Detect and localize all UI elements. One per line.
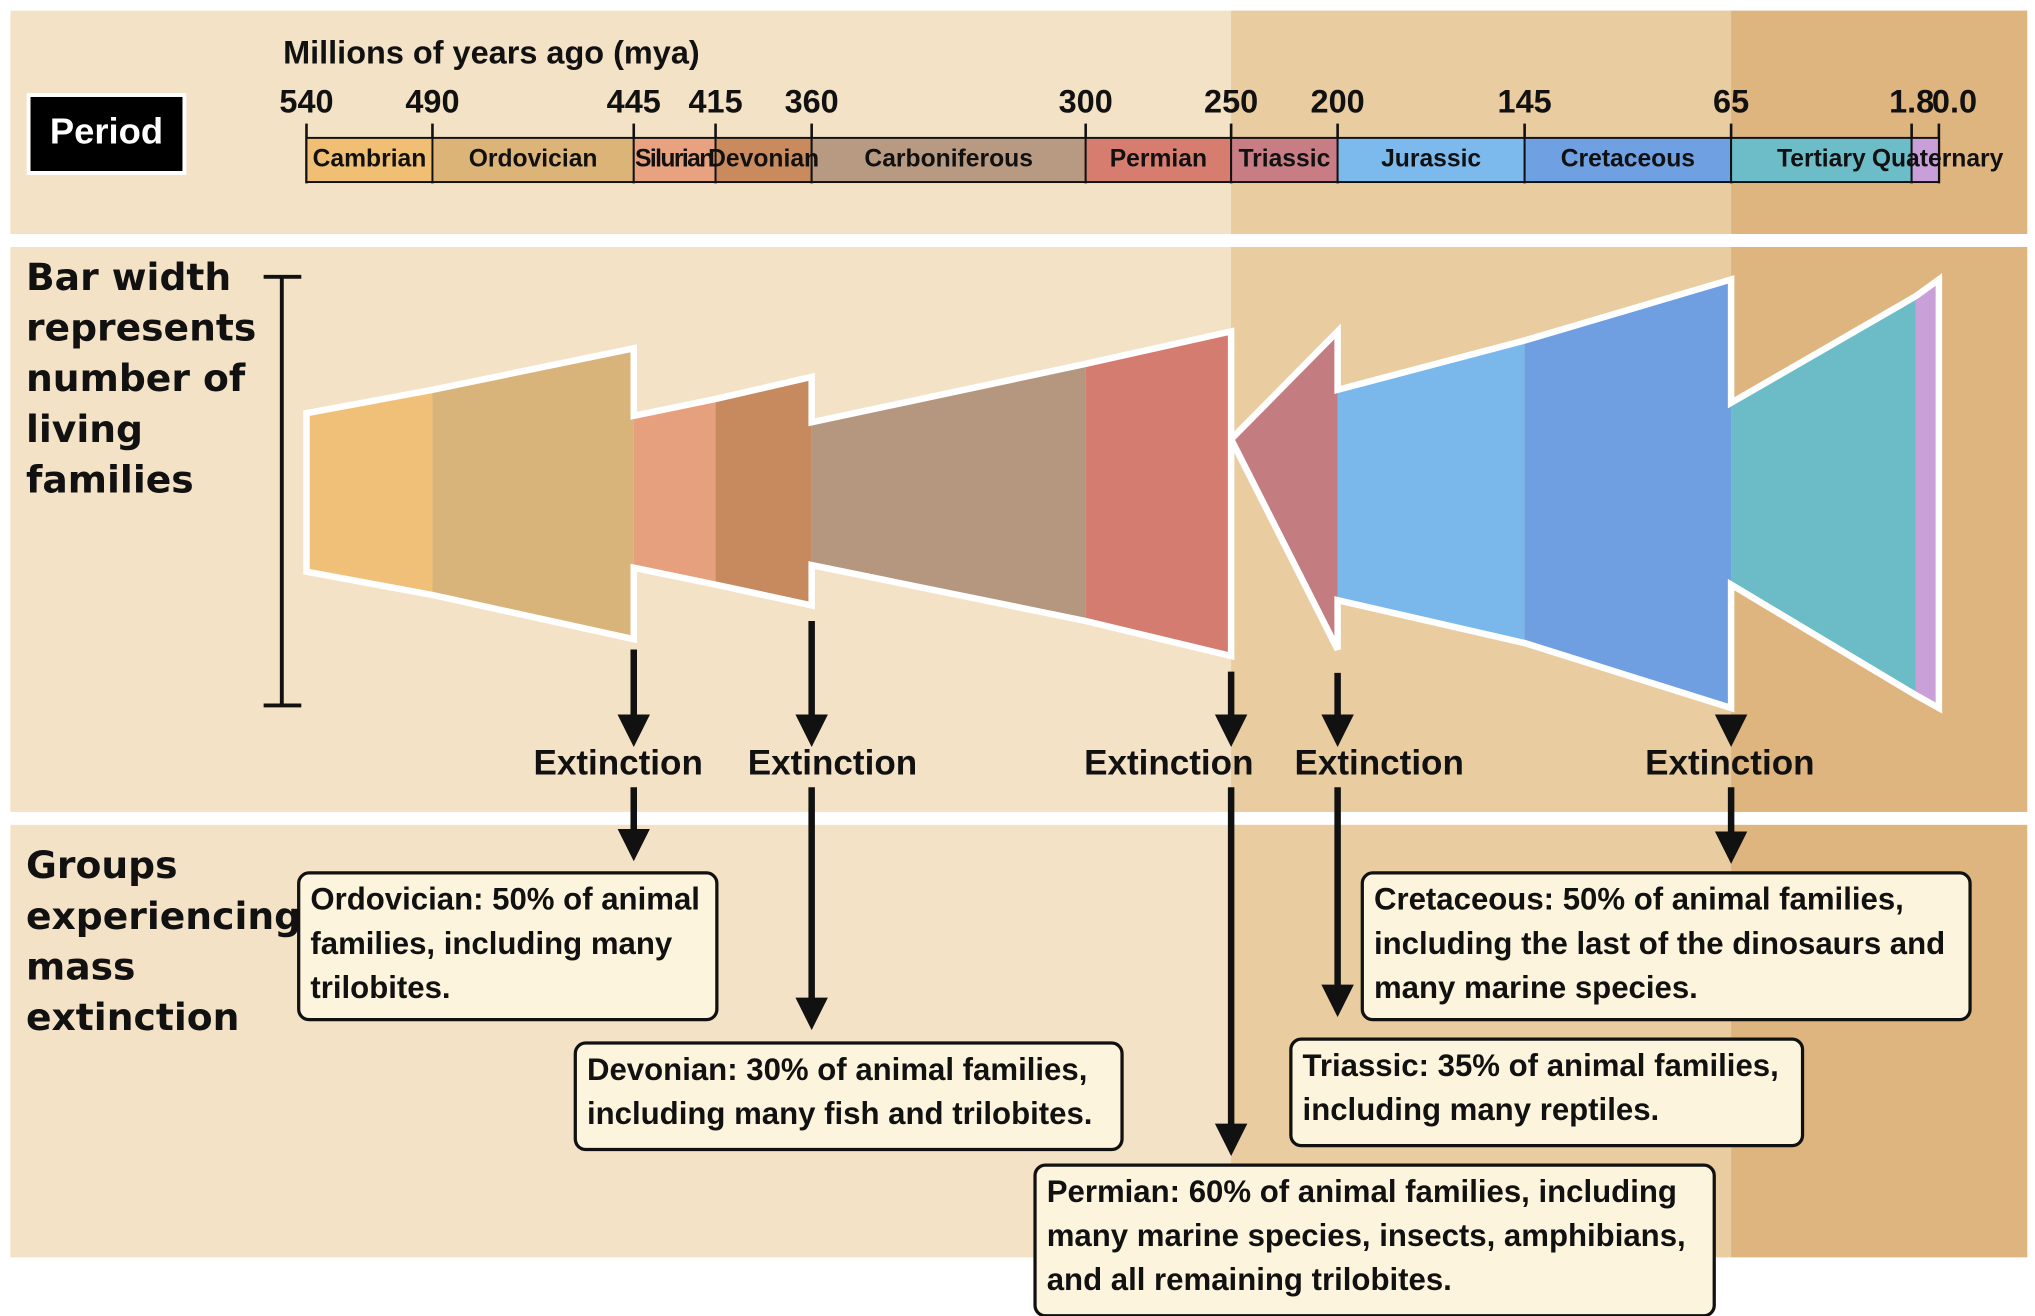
text-box [573,1041,1124,1152]
period-name: Cretaceous [1561,145,1695,172]
box-line: and all remaining trilobites. [1047,1262,1452,1297]
tick-label: 0.0 [1932,84,1977,120]
tick-label: 540 [279,84,333,120]
period-badge [26,93,187,175]
period-shape [1915,279,1939,708]
tick-label: 360 [785,84,839,120]
extinction-label: Extinction [533,743,702,782]
box-line: including many fish and trilobites. [587,1096,1092,1131]
text-box [297,871,719,1022]
box-line: families, including many [310,926,673,961]
box-line: Triassic: 35% of animal families, [1303,1048,1779,1083]
box-line: Cretaceous: 50% of animal families, [1374,882,1904,917]
period-name: Tertiary [1777,145,1866,172]
tick-label: 1.8 [1889,84,1934,120]
period-name: Ordovician [469,145,598,172]
period-shape [1085,331,1232,657]
period-name: Permian [1110,145,1207,172]
period-shape [1337,340,1525,644]
period-name: Devonian [708,145,819,172]
side-label: represents [26,306,256,350]
box-line: many marine species, insects, amphibians… [1047,1218,1686,1253]
extinction-label: Extinction [1084,743,1253,782]
period-shape [811,363,1086,621]
side-label: extinction [26,995,239,1039]
tick-label: 300 [1059,84,1113,120]
period-name: Jurassic [1381,145,1481,172]
period-label: Period [50,111,163,152]
tick-label: 200 [1311,84,1365,120]
diversity-bars [303,273,1943,714]
extinction-label: Extinction [748,743,917,782]
period-name: Silurian [635,145,714,172]
period-bar [305,123,1941,184]
axis-title: Millions of years ago (mya) [283,34,700,70]
labels: Millions of years ago (mya) Period 540 490 4… [26,34,2004,1297]
period-name: Triassic [1238,145,1330,172]
side-label: number of [26,356,246,400]
side-label: experiencing [26,894,301,938]
box-line: including many reptiles. [1303,1092,1660,1127]
period-name: Carboniferous [864,145,1033,172]
period-shape [1524,279,1732,708]
tick-label: 145 [1498,84,1552,120]
period-name: Quaternary [1872,145,2004,172]
period-shape [306,389,433,596]
extinction-label: Extinction [1645,743,1814,782]
period-cell [1523,136,1733,184]
period-cell [1230,136,1339,184]
box-line: Ordovician: 50% of animal [310,882,700,917]
period-cell [1084,136,1233,184]
period-cell [1730,136,1913,184]
period-cell [431,136,635,184]
tick-label: 65 [1713,84,1749,120]
arrows [617,620,1748,1157]
extinction-boxes [297,871,1972,1316]
scale-bracket [263,274,302,708]
period-cell [1336,136,1526,184]
period-shape [633,398,716,585]
period-cell [714,136,813,184]
period-shape [432,348,634,640]
tick-label: 490 [405,84,459,120]
side-label: Bar width [26,255,231,299]
side-label: living [26,407,143,451]
box-line: trilobites. [310,970,450,1005]
box-line: Permian: 60% of animal families, includi… [1047,1174,1677,1209]
period-name: Cambrian [313,145,427,172]
box-line: including the last of the dinosaurs and [1374,926,1945,961]
period-shape [1731,296,1916,696]
period-cell [1910,136,1940,184]
tick-label: 415 [688,84,742,120]
side-label: Groups [26,843,178,887]
side-label: families [26,458,194,502]
text-box [1360,871,1972,1022]
extinction-label: Extinction [1294,743,1463,782]
side-label: mass [26,945,135,989]
tick-label: 250 [1204,84,1258,120]
period-shape [1231,331,1338,650]
period-shape [715,376,812,606]
tick-label: 445 [607,84,661,120]
box-line: Devonian: 30% of animal families, [587,1052,1087,1087]
text-box [1289,1037,1805,1148]
box-line: many marine species. [1374,970,1698,1005]
period-cell [632,136,717,184]
shape-outline [303,273,1943,714]
